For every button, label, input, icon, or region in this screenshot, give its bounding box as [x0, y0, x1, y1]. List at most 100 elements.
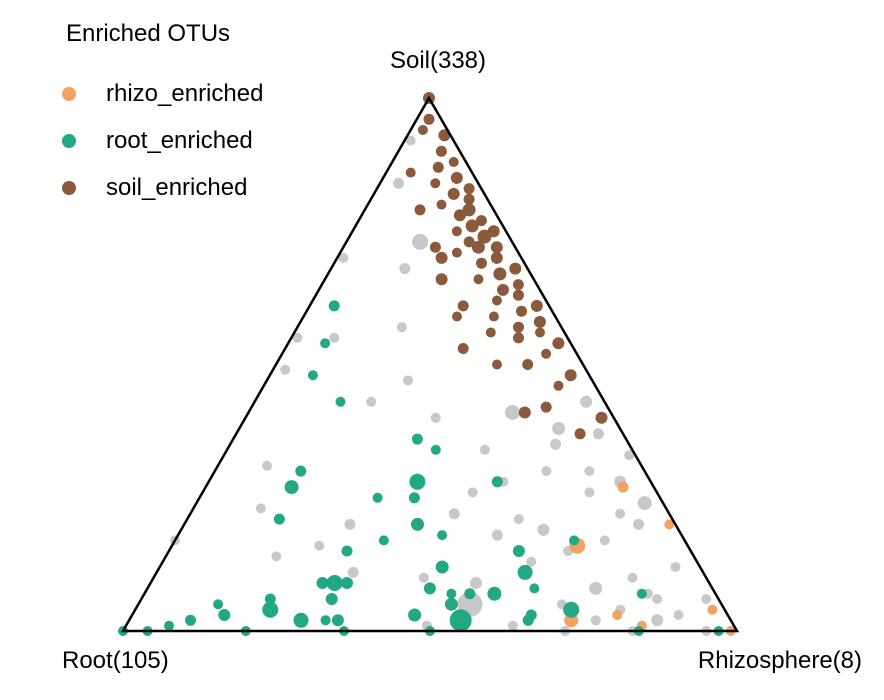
otu-point-other: [589, 581, 603, 595]
otu-point-root: [529, 583, 540, 594]
otu-point-soil: [491, 295, 502, 306]
otu-point-soil: [490, 241, 503, 254]
otu-point-root: [320, 615, 331, 626]
otu-point-soil: [493, 267, 507, 281]
otu-point-root: [320, 338, 331, 349]
otu-point-soil: [516, 305, 527, 317]
otu-point-root: [164, 620, 174, 631]
otu-point-other: [526, 556, 537, 567]
otu-point-other: [467, 487, 478, 498]
otu-point-other: [593, 428, 604, 440]
otu-point-soil: [447, 187, 460, 200]
legend-swatch-root: [62, 134, 76, 148]
otu-point-soil: [477, 229, 492, 244]
otu-point-soil: [488, 311, 499, 322]
otu-point-soil: [451, 247, 462, 258]
otu-point-root: [325, 593, 338, 605]
otu-point-other: [393, 177, 404, 189]
otu-point-other: [624, 450, 635, 461]
otu-point-soil: [471, 240, 485, 254]
otu-point-root: [449, 609, 472, 632]
otu-point-other: [366, 396, 377, 407]
otu-point-root: [569, 535, 580, 546]
otu-point-soil: [452, 311, 462, 322]
otu-point-soil: [414, 204, 426, 216]
otu-point-soil: [453, 209, 466, 222]
otu-point-soil: [540, 401, 552, 413]
otu-point-root: [341, 545, 353, 557]
otu-point-root: [264, 593, 276, 605]
otu-point-rhizo: [707, 604, 718, 615]
otu-point-root: [423, 582, 436, 595]
otu-point-root: [411, 433, 423, 445]
otu-point-soil: [463, 236, 475, 248]
otu-point-other: [470, 577, 482, 589]
otu-point-soil: [533, 315, 546, 328]
otu-point-soil: [492, 359, 502, 370]
otu-point-soil: [485, 327, 496, 338]
otu-point-soil: [462, 203, 476, 217]
otu-point-soil: [457, 343, 469, 354]
otu-point-soil: [518, 406, 531, 419]
otu-point-root: [262, 601, 279, 618]
otu-point-other: [550, 438, 561, 450]
otu-point-root: [464, 588, 476, 600]
otu-point-root: [430, 444, 441, 455]
otu-point-other: [403, 375, 413, 386]
otu-point-soil: [430, 178, 441, 189]
otu-point-root: [273, 513, 285, 525]
otu-point-soil: [463, 183, 475, 195]
otu-point-root: [408, 492, 420, 504]
otu-point-root: [517, 564, 533, 580]
otu-point-soil: [457, 300, 469, 312]
otu-point-soil: [448, 157, 459, 167]
otu-point-soil: [473, 274, 484, 285]
otu-point-soil: [476, 257, 487, 269]
otu-point-soil: [512, 279, 524, 291]
otu-point-root: [437, 530, 448, 541]
otu-point-other: [430, 412, 441, 423]
otu-point-other: [347, 566, 359, 578]
otu-point-root: [213, 599, 224, 610]
triangle-frame: [120, 95, 740, 633]
otu-point-root: [409, 473, 426, 490]
otu-point-soil: [432, 161, 444, 173]
otu-point-other: [412, 233, 429, 250]
otu-point-soil: [423, 113, 435, 125]
vertex-label-soil: Soil(338): [390, 47, 486, 74]
otu-point-other: [292, 332, 303, 343]
otu-point-root: [335, 396, 346, 407]
otu-point-root: [331, 614, 344, 627]
otu-point-other: [541, 466, 552, 477]
otu-point-other: [338, 252, 349, 263]
otu-point-other: [479, 444, 490, 455]
otu-point-other: [627, 572, 638, 583]
otu-point-root: [563, 601, 580, 618]
legend-label-rhizo: rhizo_enriched: [106, 80, 263, 107]
otu-point-root: [218, 609, 231, 621]
otu-point-root: [512, 545, 525, 557]
otu-point-other: [599, 535, 610, 546]
otu-point-other: [255, 503, 266, 514]
legend-swatch-rhizo: [62, 87, 76, 101]
otu-point-other: [507, 620, 518, 631]
otu-point-other: [584, 466, 595, 477]
otu-point-other: [580, 395, 593, 408]
otu-point-soil: [530, 299, 543, 312]
otu-point-other: [537, 523, 550, 536]
otu-point-other: [314, 540, 325, 551]
vertex-label-root: Root(105): [62, 647, 169, 674]
otu-point-other: [552, 422, 566, 435]
otu-point-other: [280, 364, 291, 375]
otu-point-soil: [435, 251, 448, 264]
otu-point-other: [637, 496, 652, 511]
otu-point-soil: [509, 262, 522, 275]
otu-point-other: [673, 610, 684, 620]
otu-point-root: [491, 476, 503, 488]
legend: Enriched OTUs rhizo_enriched root_enrich…: [62, 20, 263, 201]
otu-point-soil: [436, 199, 447, 210]
otu-point-other: [615, 508, 626, 519]
otu-point-soil: [450, 171, 463, 184]
otu-point-soil: [522, 359, 534, 370]
legend-swatch-soil: [62, 181, 76, 195]
